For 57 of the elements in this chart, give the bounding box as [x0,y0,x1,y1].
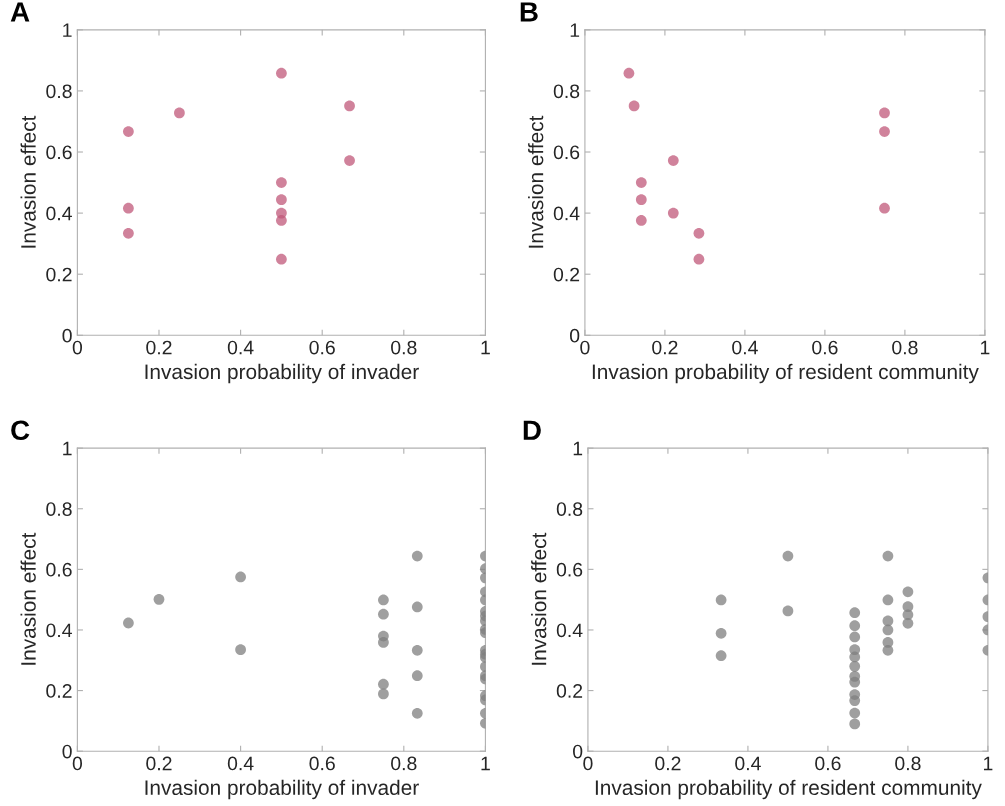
y-tick-label: 0.2 [553,267,580,282]
x-tick-label: 0.4 [227,756,254,771]
y-tick-label: 0 [573,744,583,759]
x-tick-label: 0.8 [391,340,417,355]
y-tick-label: 0.4 [556,623,583,638]
x-tick-label: 0.4 [227,340,254,355]
y-tick-label: 0.4 [553,206,580,221]
y-tick-label: 0 [570,328,580,343]
y-tick-label: 0.6 [553,145,580,160]
y-axis-title: Invasion effect [528,115,544,248]
y-tick-label: 0 [62,328,72,343]
x-tick-label: 0.6 [309,340,335,355]
y-tick-label: 0.8 [553,84,580,99]
y-tick-label: 0.6 [46,562,72,577]
x-tick-label: 0.2 [146,340,172,355]
x-tick-label: 1 [481,756,490,771]
x-axis-title: Invasion probability of resident community [592,363,979,384]
x-axis-title: Invasion probability of resident community [595,779,982,800]
y-axis-title: Invasion effect [20,532,36,665]
x-tick-label: 0.6 [815,756,841,771]
x-tick-label: 0.6 [812,340,838,355]
x-tick-label: 0.4 [735,756,761,771]
y-axis-title: Invasion effect [531,532,547,665]
x-axis-title: Invasion probability of invader [145,363,419,384]
y-tick-label: 0 [62,744,72,759]
x-tick-label: 0.2 [146,756,172,771]
x-tick-label: 0.2 [652,340,678,355]
y-tick-label: 1 [573,441,583,456]
y-tick-label: 0.4 [46,206,72,221]
chart-title: C [11,420,30,441]
chart-title: A [10,2,30,22]
y-tick-label: 0.4 [46,623,72,638]
x-tick-label: 0.8 [391,756,417,771]
y-tick-label: 0.8 [46,502,72,516]
y-tick-label: 0.6 [46,145,72,160]
x-tick-label: 1 [980,340,990,355]
y-tick-label: 1 [63,23,72,37]
y-tick-label: 1 [570,23,580,37]
x-tick-label: 0 [583,756,593,771]
x-tick-label: 1 [481,340,490,355]
y-tick-label: 0.6 [556,562,583,577]
y-tick-label: 0.2 [556,684,583,698]
y-tick-label: 0.2 [46,267,72,282]
x-tick-label: 0.6 [309,756,335,771]
y-axis-title: Invasion effect [20,115,36,248]
x-tick-label: 1 [983,756,993,771]
y-tick-label: 0.2 [46,684,72,698]
chart-title: D [523,420,541,440]
x-tick-label: 0.4 [732,340,758,355]
chart-title: B [520,2,538,22]
x-tick-label: 0.2 [655,756,681,771]
y-tick-label: 0.8 [46,84,72,99]
x-tick-label: 0.8 [892,340,918,355]
y-tick-label: 1 [63,441,72,456]
x-tick-label: 0.8 [895,756,921,771]
x-axis-title: Invasion probability of invader [145,779,419,800]
y-tick-label: 0.8 [556,502,583,516]
